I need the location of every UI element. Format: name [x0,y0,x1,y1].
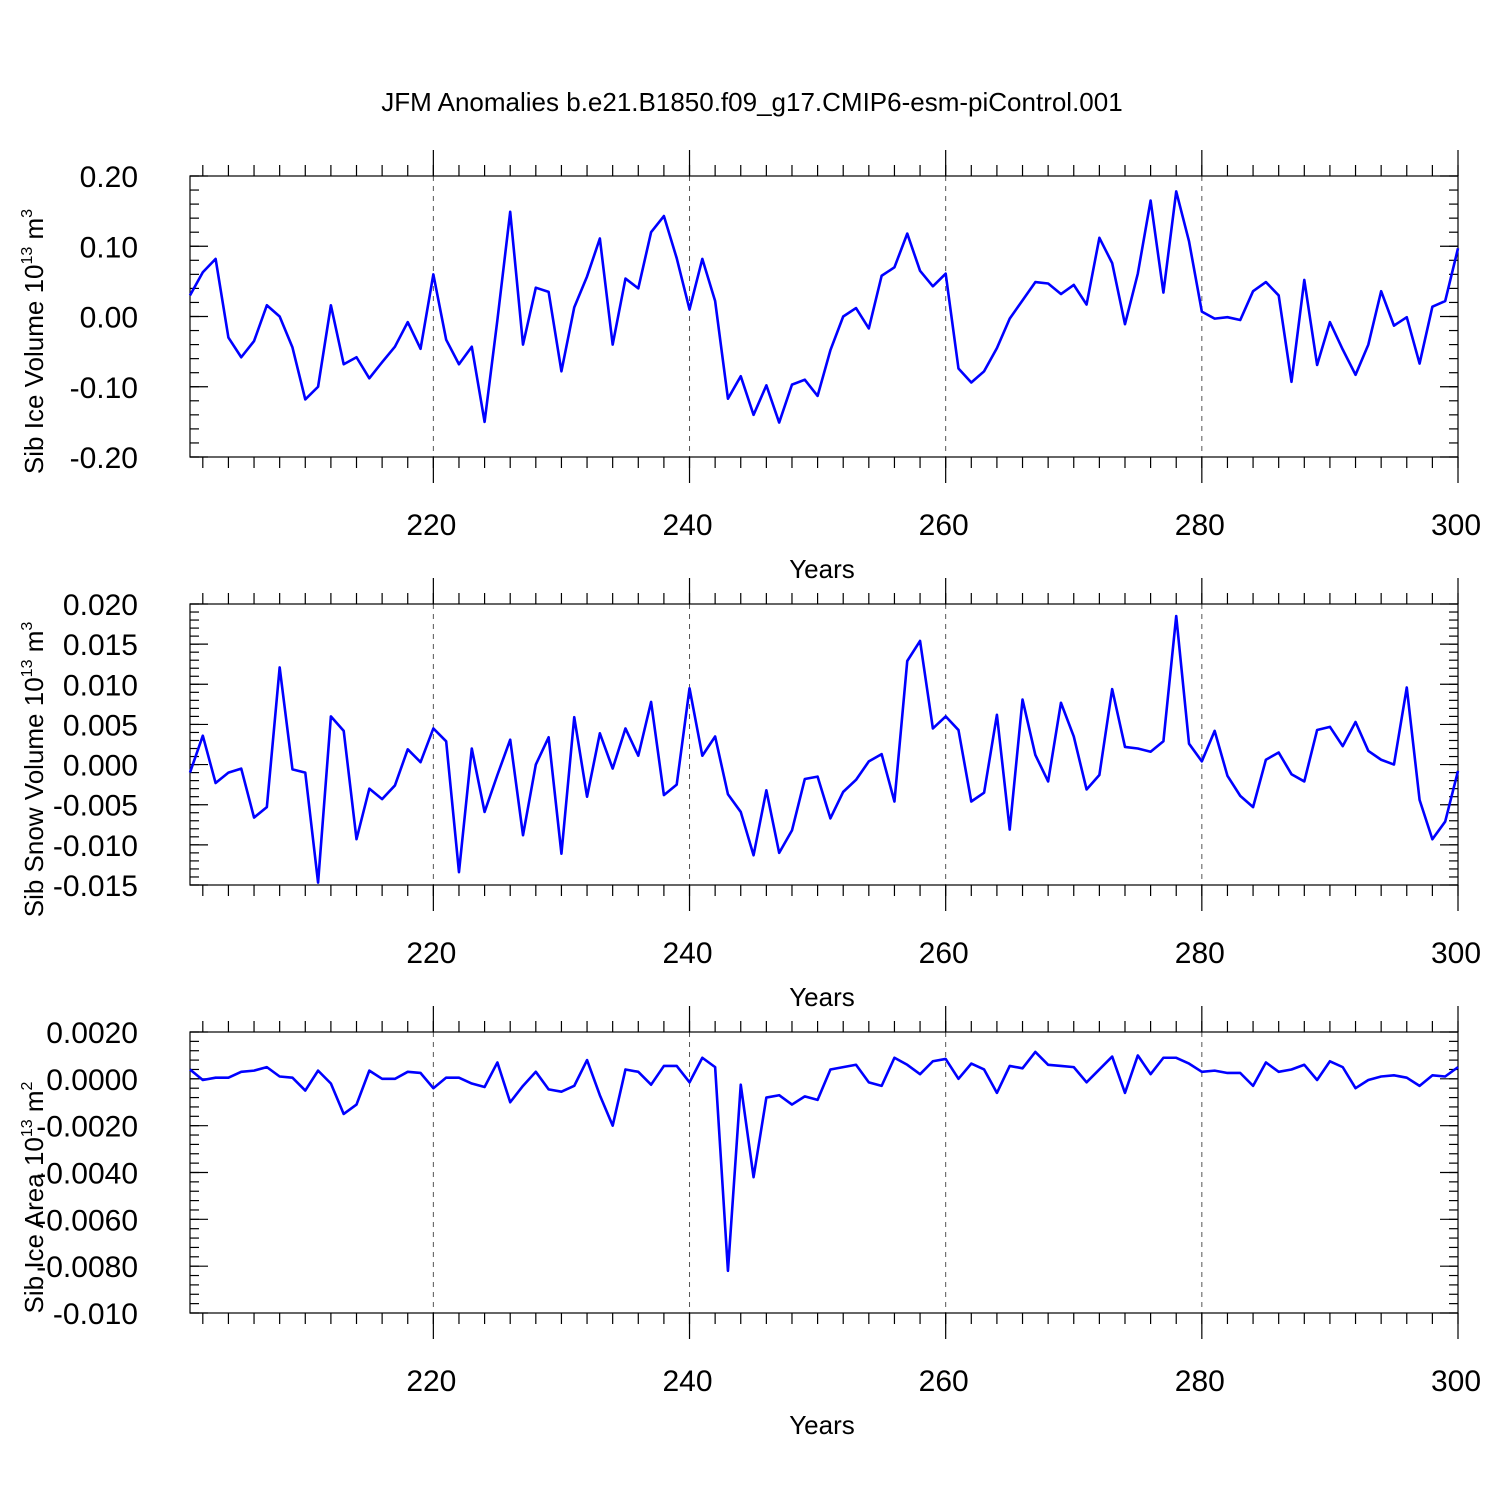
panel-3-x-tick-label: 240 [662,1365,712,1398]
chart-panels: -0.20 -0.10 0.00 0.10 0.20 220 240 260 280 300 Yea… [19,150,1481,1440]
panel-1-x-tick-label: 240 [662,509,712,542]
chart-panel-1: -0.20 -0.10 0.00 0.10 0.20 220 240 260 280 300 Yea… [19,150,1481,584]
panel-3-series-line [189,1050,1459,1273]
panel-1-x-tick-label: 260 [919,509,969,542]
panel-2-y-tick-label: 0.020 [63,589,138,622]
panel-1-y-axis-title: Sib Ice Volume 1013 m3 [19,209,49,474]
panel-3-y-tick-label: 0.0000 [46,1064,138,1097]
panel-2-x-tick-label: 280 [1175,937,1225,970]
panel-1-y-tick-label: -0.10 [70,372,138,405]
panel-3-plot-frame [189,1031,1459,1314]
panel-2-x-tick-label: 300 [1431,937,1481,970]
panel-2-y-tick-label: -0.010 [53,830,138,863]
panel-3-y-tick-label: 0.0020 [46,1017,138,1050]
chart-panel-2: -0.015 -0.010 -0.005 0.000 0.005 0.010 0.015 0.… [19,578,1481,1012]
panel-3-y-tick-label: -0.0020 [36,1111,138,1144]
panel-3-y-axis-title: Sib Ice Area 1013 m2 [19,1081,49,1313]
panel-2-x-tick-label: 240 [662,937,712,970]
panel-1-y-tick-label: 0.00 [80,302,138,335]
panel-2-series-line [188,614,1460,884]
panel-3-y-tick-label: -0.010 [53,1298,138,1331]
panel-2-y-tick-label: -0.015 [53,870,138,903]
panel-1-series-line [188,190,1460,424]
panel-2-x-tick-label: 260 [919,937,969,970]
panel-2-y-tick-label: 0.000 [63,750,138,783]
panel-3-y-tick-label: -0.0080 [36,1251,138,1284]
panel-2-plot-frame [189,603,1459,886]
panel-1-plot-frame [189,175,1459,458]
panel-2-x-axis-title: Years [789,982,855,1012]
panel-1-x-tick-label: 220 [406,509,456,542]
panel-2-y-tick-label: -0.005 [53,790,138,823]
panel-2-y-axis-title: Sib Snow Volume 1013 m3 [19,622,49,918]
chart-title: JFM Anomalies b.e21.B1850.f09_g17.CMIP6-… [381,87,1122,117]
panel-1-y-tick-label: 0.10 [80,231,138,264]
chart-panel-3: -0.010 -0.0080 -0.0060 -0.0040 -0.0020 0.0000… [19,1006,1481,1440]
panel-3-x-tick-label: 280 [1175,1365,1225,1398]
panel-2-y-tick-label: 0.010 [63,669,138,702]
panel-2-y-tick-label: 0.015 [63,629,138,662]
panel-3-y-tick-label: -0.0060 [36,1204,138,1237]
panel-1-y-tick-label: -0.20 [70,442,138,475]
panel-1-x-tick-label: 280 [1175,509,1225,542]
panel-1-x-tick-label: 300 [1431,509,1481,542]
panel-3-x-tick-label: 260 [919,1365,969,1398]
panel-2-y-tick-label: 0.005 [63,709,138,742]
panel-3-x-tick-label: 300 [1431,1365,1481,1398]
panel-1-y-tick-label: 0.20 [80,161,138,194]
panel-3-y-tick-label: -0.0040 [36,1158,138,1191]
panel-1-x-axis-title: Years [789,554,855,584]
panel-3-x-axis-title: Years [789,1410,855,1440]
panel-2-x-tick-label: 220 [406,937,456,970]
panel-3-x-tick-label: 220 [406,1365,456,1398]
